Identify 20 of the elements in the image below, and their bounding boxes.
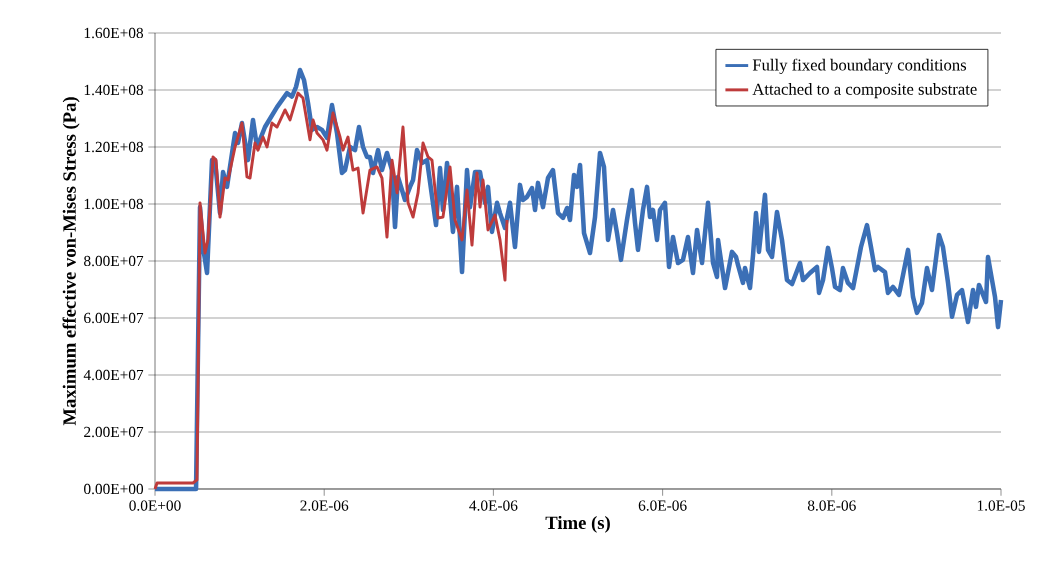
legend-label: Attached to a composite substrate — [752, 83, 977, 99]
legend-label: Fully fixed boundary conditions — [752, 58, 967, 75]
y-tick-label: 1.40E+08 — [84, 84, 144, 96]
y-tick-label: 0.00E+00 — [84, 483, 144, 495]
x-tick-label: 4.0E-06 — [469, 500, 518, 511]
x-tick-label: 2.0E-06 — [300, 500, 349, 511]
x-tick-label: 0.0E+00 — [129, 500, 181, 511]
y-tick-label: 1.00E+08 — [84, 198, 144, 210]
y-tick-label: 4.00E+07 — [83, 369, 144, 381]
y-tick-label: 1.20E+08 — [84, 141, 144, 153]
line-series — [153, 91, 509, 491]
y-tick-label: 8.00E+07 — [84, 255, 144, 267]
y-tick-label: 6.00E+07 — [84, 312, 144, 324]
x-tick-label: 1.0E-05 — [977, 500, 1025, 511]
x-tick-label: 6.0E-06 — [638, 500, 687, 511]
x-tick-label: 8.0E-06 — [807, 500, 856, 511]
x-axis-title: Time (s) — [545, 515, 610, 533]
y-axis-title: Maximum effective von-Mises Stress (Pa) — [62, 97, 80, 426]
y-tick-label: 2.00E+07 — [84, 426, 144, 438]
y-tick-label: 1.60E+08 — [84, 27, 144, 39]
